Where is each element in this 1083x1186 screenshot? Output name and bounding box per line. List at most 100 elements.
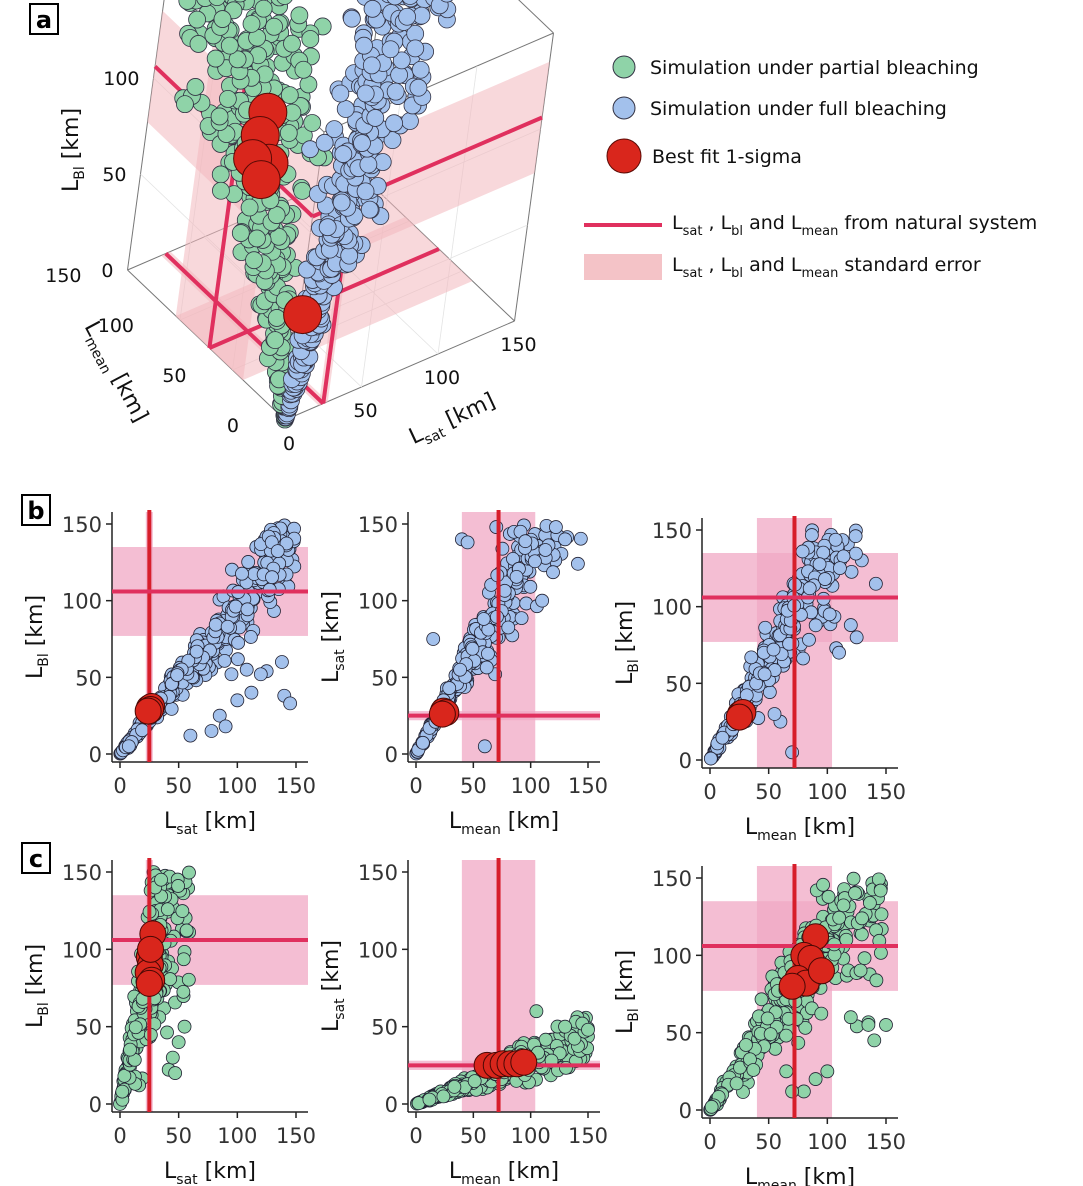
data-point <box>573 531 588 546</box>
data-point-3d <box>176 95 194 114</box>
data-point <box>135 723 149 738</box>
data-point <box>170 668 185 683</box>
data-point <box>239 662 254 677</box>
data-point-3d <box>208 0 226 7</box>
data-point-3d <box>266 331 285 349</box>
panel-c-label: c <box>29 845 43 873</box>
x-axis-label-text: Lmean [km] <box>745 815 855 844</box>
best-fit-point <box>778 972 806 1000</box>
data-point-3d <box>248 229 266 248</box>
data-point <box>763 1027 778 1042</box>
x-tick-label: 100 <box>511 1124 551 1148</box>
data-point <box>802 632 816 647</box>
data-point-3d <box>189 35 208 53</box>
y-tick-label: 100 <box>358 590 398 614</box>
y-tick-label: 150 <box>652 867 692 891</box>
chart-b1: 0 50 100 150 0 50 100 150 Lsat [km] LBl [km] <box>23 510 316 838</box>
y-tick-label: 50 <box>75 666 102 690</box>
data-point <box>538 543 553 557</box>
data-point <box>757 667 772 682</box>
data-point <box>501 620 516 635</box>
y-axis-label-text: LBl [km] <box>613 601 642 685</box>
y-tick-label: 100 <box>652 596 692 620</box>
x-tick-label: 0 <box>409 1124 422 1148</box>
data-point <box>163 972 178 986</box>
y-tick-label: 50 <box>665 672 692 696</box>
x-tick-label: 50 <box>165 1124 192 1148</box>
scatter-points <box>113 518 302 761</box>
data-point <box>154 872 168 887</box>
data-point <box>176 984 191 999</box>
y-axis-label: LBl [km] <box>23 595 52 679</box>
x-tick-label: 0 <box>703 1130 716 1154</box>
best-fit-point-3d <box>283 295 323 335</box>
data-point-3d <box>381 40 400 59</box>
data-point <box>479 660 494 675</box>
data-point <box>814 1006 829 1021</box>
data-point <box>567 1031 582 1046</box>
y-tick-label: 0 <box>679 1099 692 1123</box>
legend-full-marker <box>612 96 636 120</box>
data-point-3d <box>430 0 449 15</box>
data-point-3d <box>318 218 337 237</box>
cube-edge <box>127 269 286 421</box>
data-point <box>182 865 196 880</box>
x-tick-label: 100 <box>217 1124 257 1148</box>
data-point <box>816 877 830 892</box>
data-point <box>848 886 862 901</box>
x-axis-label-text: Lmean [km] <box>449 1159 559 1186</box>
data-point <box>808 618 823 633</box>
data-point-3d <box>390 66 409 84</box>
x-axis-label-text: Lsat [km] <box>405 388 501 453</box>
data-point <box>442 681 457 695</box>
data-point <box>527 554 542 569</box>
best-fit-3d <box>233 92 323 335</box>
y-axis-label: Lsat [km] <box>319 940 348 1032</box>
x-tick-label: 100 <box>217 774 257 798</box>
data-point-3d <box>186 78 205 96</box>
data-point <box>804 528 819 542</box>
data-point <box>846 871 861 886</box>
data-point-3d <box>411 60 430 79</box>
data-point <box>175 904 190 918</box>
data-point <box>853 963 868 978</box>
data-point <box>855 911 869 926</box>
data-point-3d <box>332 193 351 212</box>
legend-band-marker <box>584 254 662 280</box>
best-fit-point-3d <box>241 160 281 200</box>
data-point <box>844 564 859 579</box>
data-point-3d <box>265 17 283 36</box>
data-point-3d <box>336 100 355 118</box>
data-point <box>212 708 227 723</box>
data-point <box>467 1074 482 1089</box>
legend-partial-label: Simulation under partial bleaching <box>650 57 979 79</box>
x-tick-label: 100 <box>807 1130 847 1154</box>
data-point-3d <box>402 0 418 5</box>
data-point-3d <box>355 36 373 55</box>
data-point <box>873 883 888 898</box>
data-point <box>848 546 863 561</box>
legend-band-label: Lsat , Lbl and Lmean standard error <box>672 254 981 281</box>
legend: Simulation under partial bleaching Simula… <box>584 55 1037 281</box>
data-point <box>489 520 504 534</box>
best-fit-points <box>428 697 460 728</box>
data-point <box>832 910 847 925</box>
y-tick-label: 0 <box>89 743 102 767</box>
data-point-3d <box>331 84 350 103</box>
y-tick-label: 50 <box>162 365 186 387</box>
data-point <box>746 1063 761 1077</box>
data-point <box>766 642 781 657</box>
panel-a-box <box>29 3 59 35</box>
data-point <box>275 655 289 669</box>
legend-full-label: Simulation under full bleaching <box>650 98 947 120</box>
x-tick-label: 150 <box>866 1130 906 1154</box>
data-point-3d <box>233 0 247 3</box>
z-tick-label: 50 <box>102 164 126 186</box>
z-tick-label: 0 <box>101 260 113 282</box>
data-point <box>796 651 810 666</box>
data-point <box>426 632 441 646</box>
data-point <box>117 1069 132 1083</box>
y-tick-label: 0 <box>89 1093 102 1117</box>
data-point <box>179 923 194 938</box>
best-fit-point <box>137 935 165 963</box>
